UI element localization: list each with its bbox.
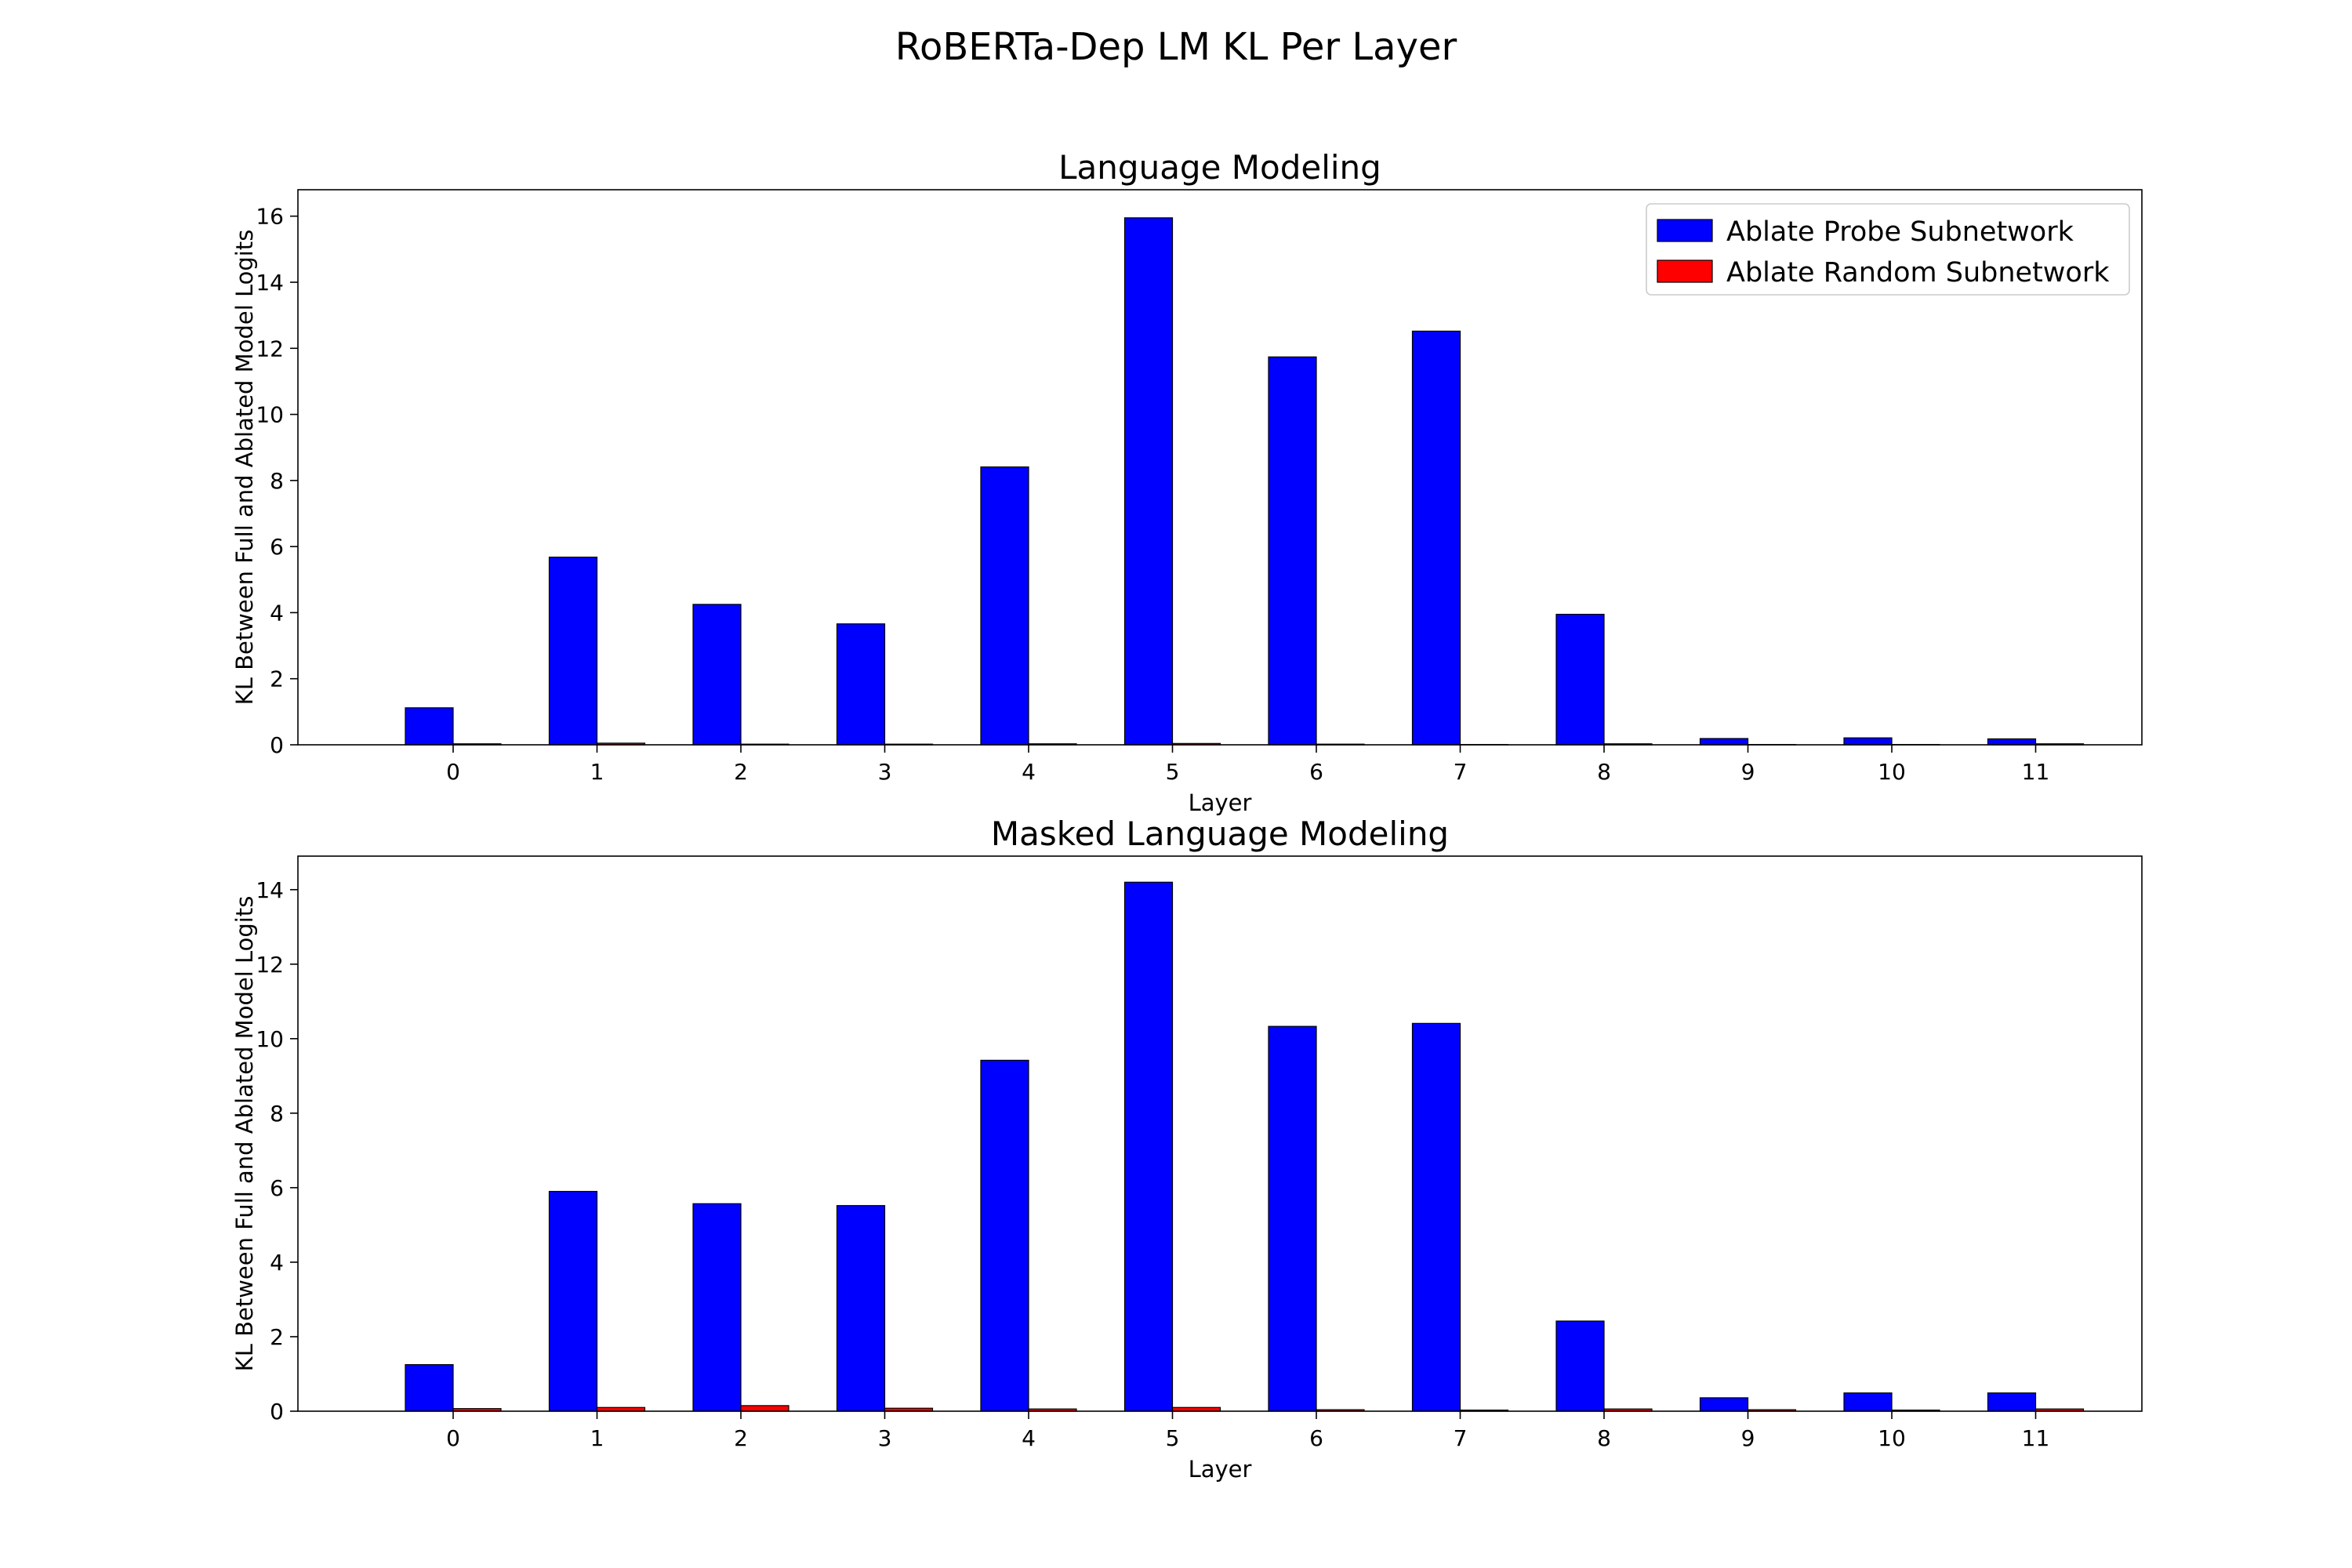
x-tick-label: 5 xyxy=(1166,759,1180,785)
legend-swatch xyxy=(1657,260,1713,283)
probe-bar-7 xyxy=(1411,1022,1461,1412)
x-tick-label: 0 xyxy=(446,759,460,785)
probe-bar-5 xyxy=(1123,217,1174,746)
probe-bar-1 xyxy=(548,1191,598,1412)
x-axis-label: Layer xyxy=(1189,789,1252,816)
probe-bar-5 xyxy=(1123,881,1174,1412)
legend-swatch xyxy=(1657,219,1713,242)
legend-box xyxy=(1646,203,2130,296)
y-tick-label: 4 xyxy=(270,600,284,626)
probe-bar-0 xyxy=(405,1364,454,1412)
x-tick-label: 10 xyxy=(1878,1425,1906,1451)
probe-bar-6 xyxy=(1268,356,1317,746)
plot-title: Masked Language Modeling xyxy=(991,815,1449,853)
x-tick-label: 3 xyxy=(878,759,892,785)
x-tick-label: 11 xyxy=(2022,1425,2050,1451)
x-tick-label: 7 xyxy=(1454,759,1468,785)
probe-bar-8 xyxy=(1555,613,1605,746)
probe-bar-10 xyxy=(1843,1392,1893,1412)
x-tick-label: 8 xyxy=(1597,759,1611,785)
y-tick-label: 12 xyxy=(256,952,284,978)
probe-bar-9 xyxy=(1699,738,1749,746)
probe-bar-8 xyxy=(1555,1320,1605,1412)
y-tick-label: 14 xyxy=(256,877,284,903)
x-axis-label: Layer xyxy=(1189,1456,1252,1483)
probe-bar-0 xyxy=(405,707,454,746)
x-tick-label: 4 xyxy=(1022,1425,1036,1451)
y-tick-label: 2 xyxy=(270,1324,284,1350)
x-tick-label: 1 xyxy=(590,759,604,785)
x-tick-label: 11 xyxy=(2022,759,2050,785)
probe-bar-4 xyxy=(980,466,1029,746)
random-bar-2 xyxy=(740,1405,789,1412)
y-tick-label: 10 xyxy=(256,402,284,428)
probe-bar-1 xyxy=(548,557,598,746)
y-tick-label: 6 xyxy=(270,534,284,560)
probe-bar-4 xyxy=(980,1059,1029,1412)
x-tick-label: 8 xyxy=(1597,1425,1611,1451)
probe-bar-3 xyxy=(836,623,886,746)
y-tick-label: 0 xyxy=(270,732,284,758)
legend: Ablate Probe Subnetwork Ablate Random Sub… xyxy=(1646,203,2130,296)
x-tick-label: 6 xyxy=(1309,1425,1323,1451)
y-tick-label: 0 xyxy=(270,1399,284,1425)
probe-bar-3 xyxy=(836,1205,886,1412)
y-tick-label: 8 xyxy=(270,1101,284,1127)
plot-title: Language Modeling xyxy=(1058,148,1381,187)
x-tick-label: 2 xyxy=(734,759,748,785)
probe-bar-11 xyxy=(1987,1392,2037,1412)
x-tick-label: 7 xyxy=(1454,1425,1468,1451)
y-tick-label: 8 xyxy=(270,468,284,494)
x-tick-label: 10 xyxy=(1878,759,1906,785)
x-tick-label: 9 xyxy=(1741,1425,1755,1451)
legend-label: Ablate Random Subnetwork xyxy=(1726,257,2110,289)
y-tick-label: 12 xyxy=(256,336,284,361)
probe-bar-2 xyxy=(692,604,742,746)
y-axis-label: KL Between Full and Ablated Model Logits xyxy=(231,230,258,706)
y-tick-label: 16 xyxy=(256,204,284,230)
legend-label: Ablate Probe Subnetwork xyxy=(1726,216,2074,248)
y-tick-label: 2 xyxy=(270,666,284,692)
x-tick-label: 1 xyxy=(590,1425,604,1451)
y-tick-label: 14 xyxy=(256,270,284,296)
x-tick-label: 0 xyxy=(446,1425,460,1451)
x-tick-label: 9 xyxy=(1741,759,1755,785)
plot-frame xyxy=(297,855,2143,1412)
probe-bar-2 xyxy=(692,1203,742,1412)
probe-bar-10 xyxy=(1843,737,1893,746)
plot-frame xyxy=(297,189,2143,746)
x-tick-label: 2 xyxy=(734,1425,748,1451)
y-tick-label: 10 xyxy=(256,1026,284,1052)
y-tick-label: 4 xyxy=(270,1250,284,1276)
x-tick-label: 3 xyxy=(878,1425,892,1451)
x-tick-label: 6 xyxy=(1309,759,1323,785)
y-axis-label: KL Between Full and Ablated Model Logits xyxy=(231,896,258,1372)
x-tick-label: 4 xyxy=(1022,759,1036,785)
probe-bar-9 xyxy=(1699,1397,1749,1412)
x-tick-label: 5 xyxy=(1166,1425,1180,1451)
y-tick-label: 6 xyxy=(270,1175,284,1201)
figure-title: RoBERTa-Dep LM KL Per Layer xyxy=(895,25,1457,69)
probe-bar-11 xyxy=(1987,738,2037,746)
probe-bar-7 xyxy=(1411,330,1461,746)
probe-bar-6 xyxy=(1268,1025,1317,1412)
